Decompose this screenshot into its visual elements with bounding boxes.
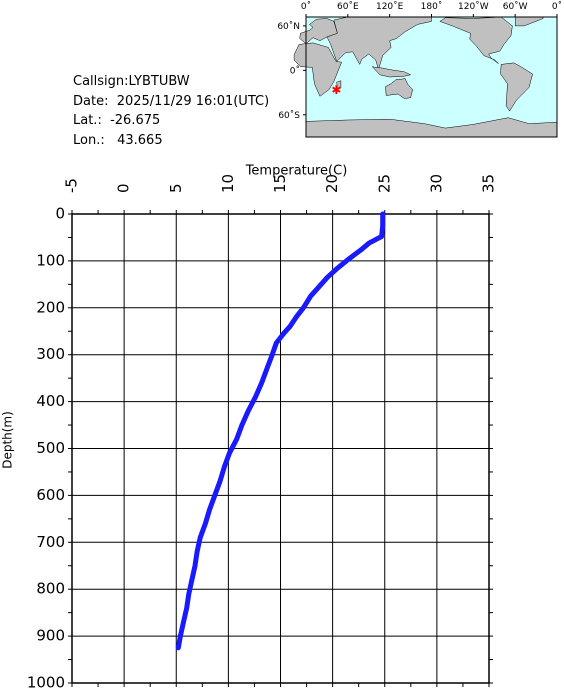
y-tick-label: 100: [36, 251, 65, 269]
europe-landmass: [299, 18, 338, 45]
greenland-island: [514, 16, 544, 27]
plot-frame: [71, 213, 490, 684]
callsign-label: Callsign:LYBTUBW: [73, 74, 190, 89]
x-tick-label: 10: [219, 174, 237, 193]
map-lon-label: 0˚: [552, 1, 562, 12]
x-tick-label: 20: [323, 174, 341, 193]
y-tick-label: 300: [36, 345, 65, 363]
y-axis-label: Depth(m): [1, 411, 15, 469]
y-tick-label: 600: [36, 486, 65, 504]
x-tick-label: 15: [271, 174, 289, 193]
y-tick-label: 800: [36, 580, 65, 598]
map-lon-label: 180˚: [421, 1, 443, 12]
y-tick-label: 500: [36, 439, 65, 457]
latitude-label: Lat.: -26.675: [73, 113, 161, 128]
map-lat-label: 60˚N: [277, 21, 300, 32]
map-lon-label: 60˚E: [337, 1, 359, 12]
x-axis-label: Temperature(C): [245, 164, 348, 179]
y-tick-label: 400: [36, 392, 65, 410]
x-tick-label: 25: [375, 174, 393, 193]
map-lon-label: 0˚: [301, 1, 311, 12]
x-tick-label: 30: [427, 174, 445, 193]
map-lon-label: 60˚W: [503, 1, 528, 12]
map-land: [293, 16, 558, 138]
south-america-landmass: [500, 62, 533, 112]
x-tick-label: -5: [63, 178, 81, 193]
map-lat-label: 60˚S: [278, 110, 300, 121]
y-tick-label: 200: [36, 298, 65, 316]
longitude-label: Lon.: 43.665: [73, 132, 163, 148]
date-label: Date: 2025/11/29 16:01(UTC): [73, 93, 270, 109]
chart-grid: [71, 213, 490, 684]
y-tick-label: 700: [36, 533, 65, 551]
float-position-marker: ✱: [331, 83, 341, 97]
y-tick-label: 1000: [27, 674, 65, 690]
map-lon-label: 120˚E: [376, 1, 404, 12]
madagascar-island: [336, 80, 342, 90]
map-lat-label: 0˚: [290, 65, 300, 76]
float-info-panel: Callsign:LYBTUBW Date: 2025/11/29 16:01(…: [73, 72, 269, 150]
y-tick-label: 900: [36, 627, 65, 645]
map-lon-label: 120˚W: [458, 1, 489, 12]
y-tick-label: 0: [55, 205, 65, 223]
x-tick-label: 35: [480, 174, 498, 193]
australia-landmass: [385, 78, 413, 99]
temperature-profile-line: [175, 211, 386, 651]
x-tick-label: 5: [167, 183, 185, 193]
indonesia-islands: [371, 66, 412, 78]
x-tick-label: 0: [115, 183, 133, 193]
